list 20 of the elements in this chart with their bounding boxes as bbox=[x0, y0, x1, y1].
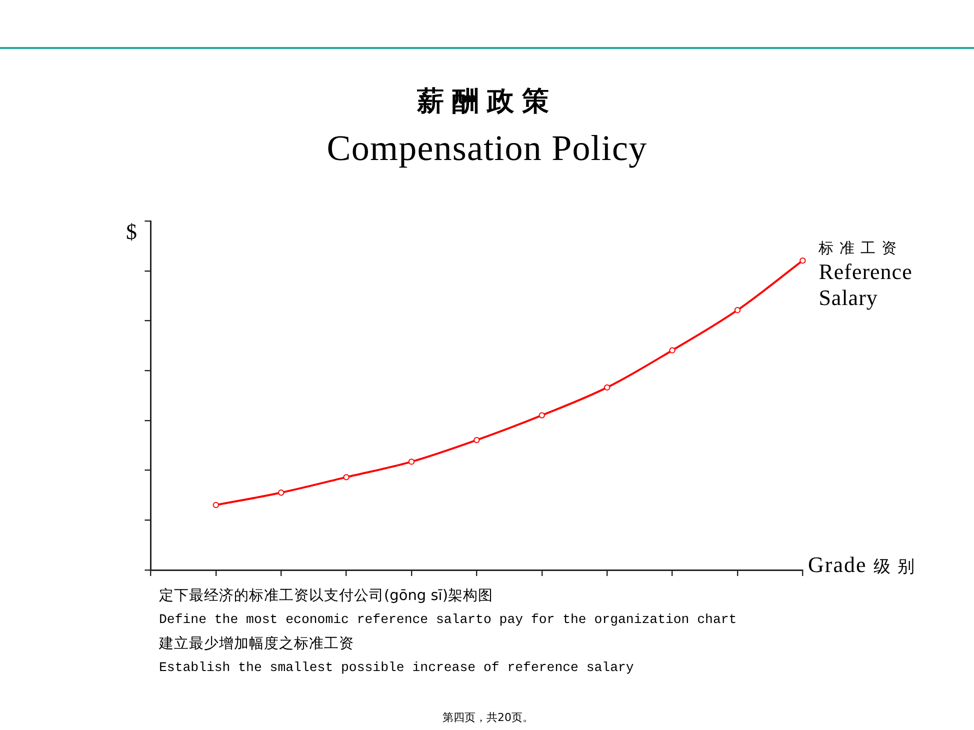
point bbox=[278, 490, 284, 496]
point bbox=[538, 412, 545, 418]
chart-title: 薪酬政策 bbox=[416, 85, 558, 119]
text: 定下最经济的标准工资以支付公司(gōng sī)架构图 bbox=[159, 586, 494, 606]
point bbox=[408, 458, 415, 465]
x-axis-title: Grade 级别 bbox=[808, 552, 922, 577]
series-label: 标准工资 Reference Salary bbox=[818, 238, 912, 311]
point bbox=[734, 307, 741, 314]
chart-subtitle: Compensation Policy bbox=[326, 127, 648, 170]
text: Define the most economic reference salarto pay for the organization chart bbox=[159, 611, 737, 629]
text: 建立最少增加幅度之标准工资 bbox=[159, 634, 355, 654]
y-axis-title: $ bbox=[126, 219, 137, 245]
point bbox=[212, 502, 219, 508]
point bbox=[343, 474, 350, 480]
point bbox=[474, 436, 480, 444]
text: 第四页，共20页。 bbox=[442, 710, 534, 726]
point bbox=[800, 258, 806, 264]
point bbox=[604, 384, 610, 391]
point bbox=[669, 347, 676, 354]
text: Establish the smallest possible increase of reference salary bbox=[159, 659, 635, 677]
